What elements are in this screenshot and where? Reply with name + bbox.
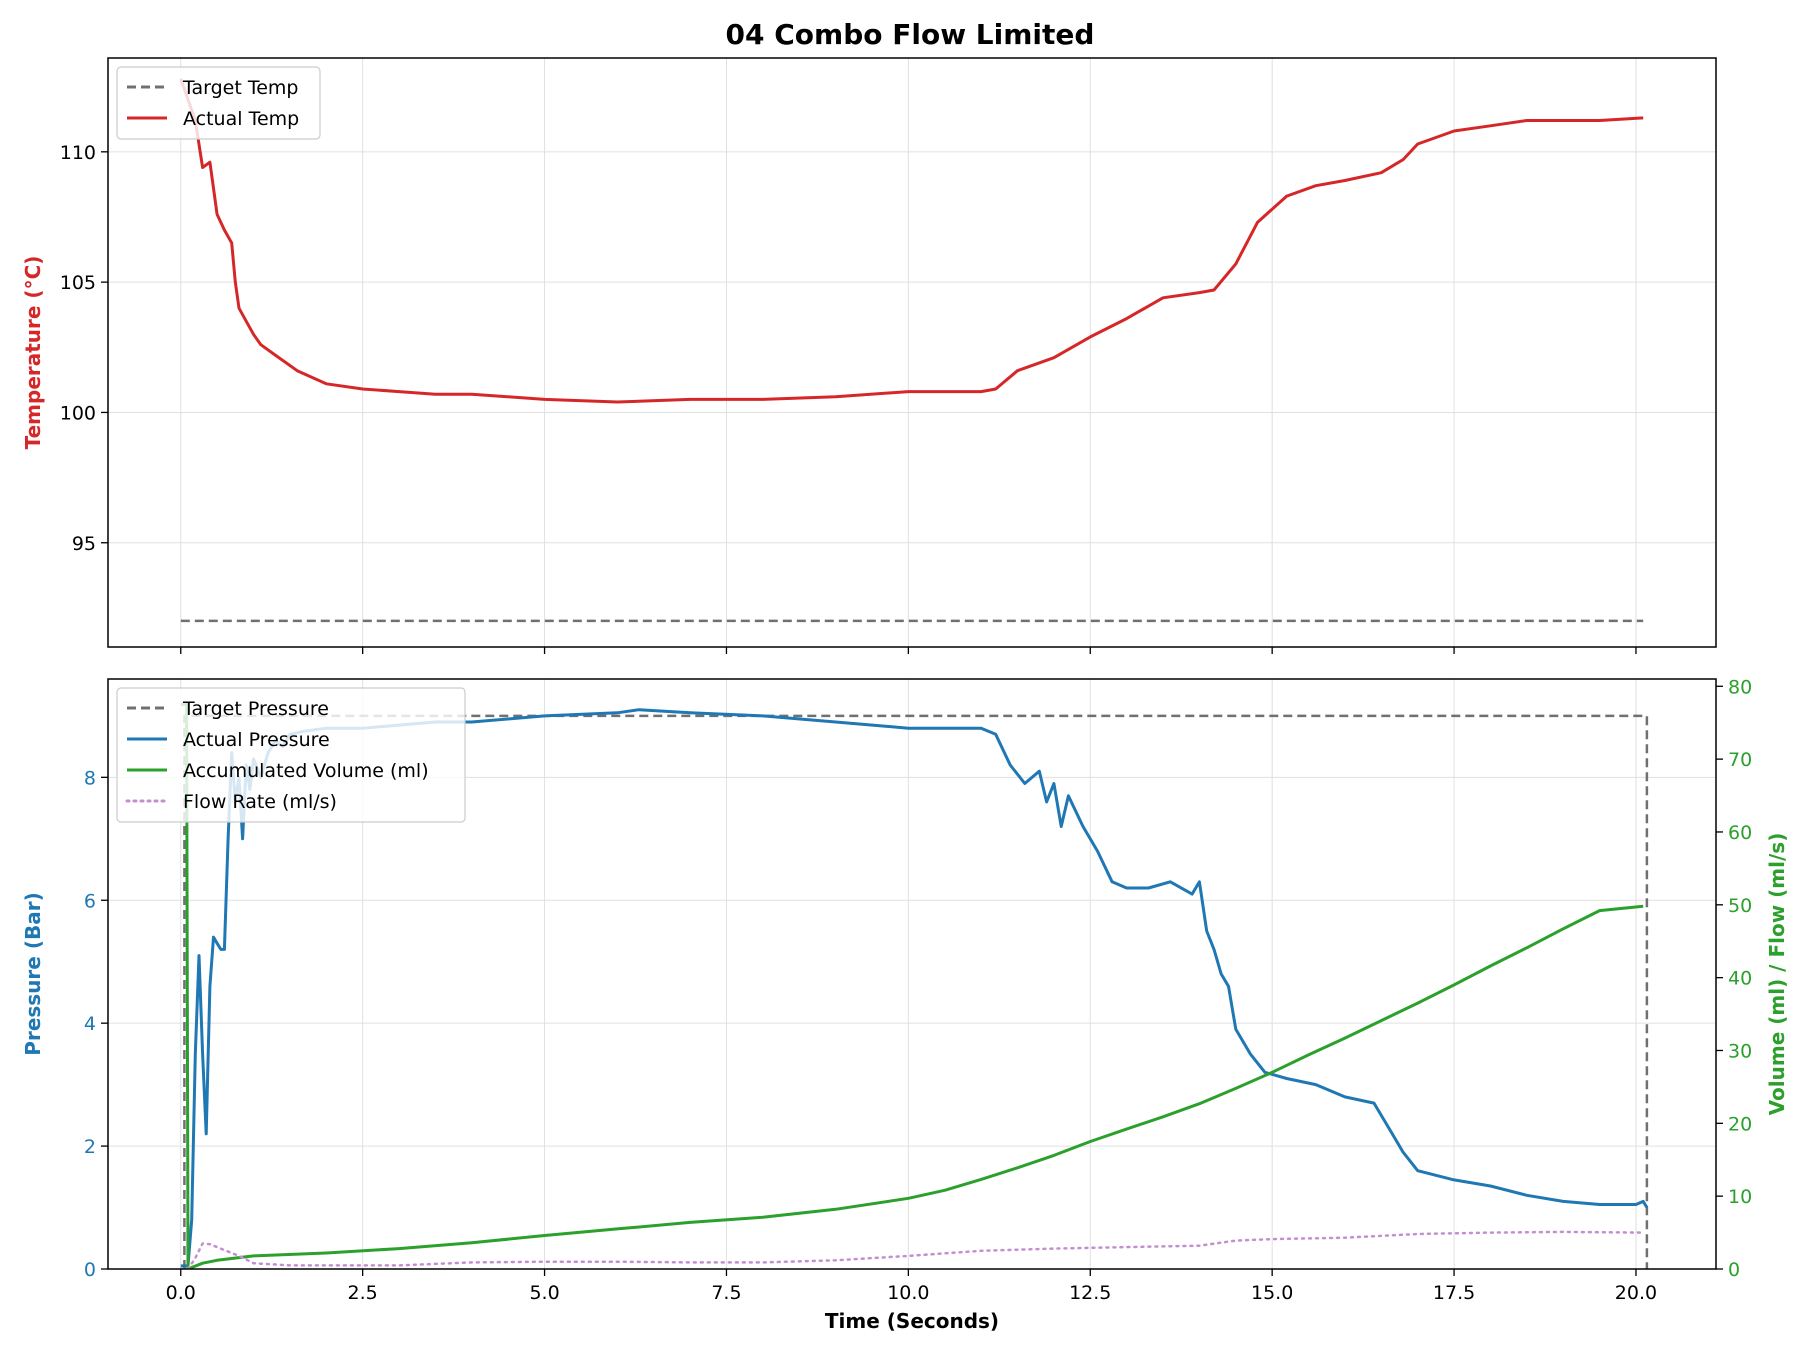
x-tick-label: 20.0: [1615, 1282, 1657, 1304]
x-tick-label: 0.0: [166, 1282, 196, 1304]
chart-title: 04 Combo Flow Limited: [726, 18, 1095, 51]
y-right-tick-label: 10: [1728, 1186, 1752, 1208]
y-right-tick-label: 70: [1728, 749, 1752, 771]
legend-label: Flow Rate (ml/s): [183, 791, 337, 813]
legend-box: [116, 687, 466, 823]
y-tick-label: 105: [60, 272, 96, 294]
y-right-tick-label: 60: [1728, 822, 1752, 844]
plot-frame: [107, 678, 1717, 1270]
y-tick-label: 2: [84, 1136, 96, 1158]
legend-label: Target Pressure: [182, 698, 329, 720]
y-right-tick-label: 80: [1728, 676, 1752, 698]
y-right-axis-label: Volume (ml) / Flow (ml/s): [1765, 833, 1789, 1116]
x-axis-label: Time (Seconds): [825, 1309, 999, 1333]
y-right-tick-label: 0: [1728, 1259, 1740, 1281]
y-tick-label: 4: [84, 1013, 96, 1035]
y-tick-label: 8: [84, 767, 96, 789]
y-axis-label: Pressure (Bar): [21, 892, 45, 1055]
legend: Target Temp Actual Temp: [116, 66, 321, 140]
plot-frame: [107, 57, 1717, 648]
legend-label: Target Temp: [182, 77, 298, 99]
y-axis-label: Temperature (°C): [21, 256, 45, 450]
series-line-accumulated-volume-ml: [180, 703, 1644, 1269]
y-right-tick-label: 20: [1728, 1113, 1752, 1135]
y-right-tick-label: 30: [1728, 1040, 1752, 1062]
legend-label: Actual Temp: [183, 108, 299, 130]
x-tick-label: 10.0: [887, 1282, 929, 1304]
y-right-tick-label: 50: [1728, 895, 1752, 917]
x-tick-label: 2.5: [348, 1282, 378, 1304]
y-tick-label: 95: [72, 533, 96, 555]
legend-label: Actual Pressure: [183, 729, 330, 751]
y-right-tick-label: 40: [1728, 968, 1752, 990]
series-line-flow-rate-ml-s: [179, 1230, 1645, 1269]
y-tick-label: 110: [60, 142, 96, 164]
y-tick-label: 0: [84, 1259, 96, 1281]
x-tick-label: 5.0: [529, 1282, 559, 1304]
y-tick-label: 100: [60, 402, 96, 424]
x-tick-label: 17.5: [1433, 1282, 1475, 1304]
legend-box: [116, 66, 321, 140]
x-tick-label: 15.0: [1251, 1282, 1293, 1304]
x-tick-label: 12.5: [1069, 1282, 1111, 1304]
pressure-panel: 0.0 2.5 5.0 7.5 10.0 12.5 15.0 17.5 20.002468010…: [21, 676, 1789, 1333]
legend-label: Accumulated Volume (ml): [183, 760, 429, 782]
series-line-actual-temp: [179, 78, 1644, 404]
y-tick-label: 6: [84, 890, 96, 912]
legend: Target Pressure Actual Pressure Accumulate…: [116, 687, 466, 823]
temperature-panel: 95 100 105 110 Temperature (°C) Target Temp Ac…: [21, 57, 1717, 654]
grid: [108, 58, 1716, 647]
x-tick-label: 7.5: [711, 1282, 741, 1304]
